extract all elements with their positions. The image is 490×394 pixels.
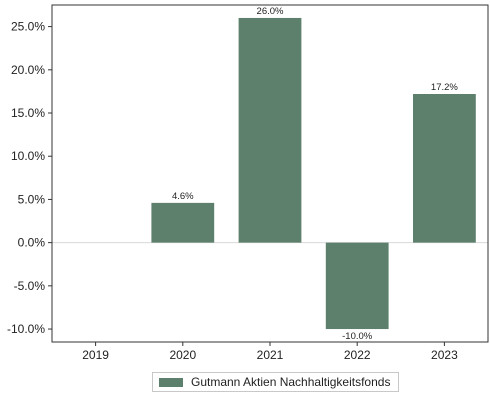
y-tick-label: 15.0% [11, 106, 45, 120]
x-tick-label: 2019 [82, 348, 109, 362]
bar-value-label: 17.2% [431, 82, 458, 93]
legend-swatch [159, 377, 183, 387]
bar-value-label: -10.0% [342, 331, 373, 342]
y-tick-label: 5.0% [18, 192, 46, 206]
y-tick-label: 10.0% [11, 149, 45, 163]
y-tick-label: -10.0% [7, 322, 45, 336]
data-labels: 4.6% 26.0% -10.0% 17.2% [172, 6, 458, 342]
y-tick-label: 25.0% [11, 20, 45, 34]
legend: Gutmann Aktien Nachhaltigkeitsfonds [152, 372, 400, 392]
y-tick-label: 20.0% [11, 63, 45, 77]
bar-value-label: 26.0% [257, 6, 284, 17]
x-tick-label: 2021 [257, 348, 284, 362]
x-tick-label: 2023 [431, 348, 458, 362]
bar [325, 242, 389, 330]
y-axis-ticks: 25.0% 20.0% 15.0% 10.0% 5.0% 0.0% -5.0% -10.0% [7, 20, 52, 336]
bars [151, 17, 476, 330]
plot-frame [51, 4, 489, 343]
y-tick-label: -5.0% [14, 279, 46, 293]
bar-value-label: 4.6% [172, 191, 194, 202]
x-tick-label: 2020 [169, 348, 196, 362]
x-tick-label: 2022 [344, 348, 371, 362]
bar [413, 94, 476, 243]
x-axis-ticks: 2019 2020 2021 2022 2023 [82, 342, 458, 362]
bar [151, 202, 215, 243]
legend-label: Gutmann Aktien Nachhaltigkeitsfonds [191, 375, 391, 389]
bar [238, 17, 302, 243]
y-tick-label: 0.0% [18, 236, 46, 250]
